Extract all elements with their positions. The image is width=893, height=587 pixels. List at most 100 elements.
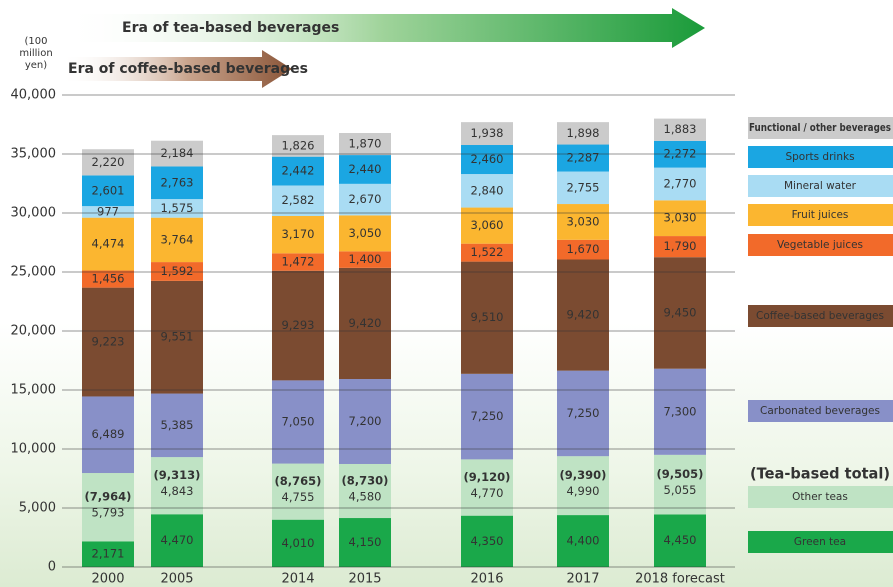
bar-segment [82, 217, 134, 271]
legend-swatch [748, 400, 893, 422]
y-tick-label: 10,000 [11, 442, 57, 457]
bar-segment [461, 174, 513, 208]
bar-segment [151, 217, 203, 263]
data-label: 1,592 [161, 264, 194, 278]
data-label: 6,489 [92, 427, 125, 441]
x-tick-label: 2000 [91, 572, 124, 587]
bar-segment [82, 270, 134, 288]
y-tick-label: 0 [48, 560, 56, 575]
tea-total-label: (8,765) [275, 474, 322, 488]
bar-segment [654, 368, 706, 455]
legend-label: Mineral water [784, 180, 857, 192]
data-label: 2,601 [92, 183, 125, 197]
bar-segment [557, 204, 609, 240]
data-label: 1,883 [664, 122, 697, 136]
bar-segment [151, 166, 203, 200]
data-label: 1,670 [567, 242, 600, 256]
annotation: Era of tea-based beverages [122, 20, 339, 36]
bar-segment [151, 457, 203, 515]
legend-label: Other teas [792, 491, 848, 503]
data-label: 1,826 [282, 138, 315, 152]
bar-segment [272, 156, 324, 186]
bar-segment [339, 463, 391, 519]
data-label: 2,582 [282, 193, 315, 207]
data-label: 3,764 [161, 232, 194, 246]
data-label: 2,460 [471, 152, 504, 166]
data-label: 3,030 [664, 211, 697, 225]
bar-segment [557, 515, 609, 567]
data-label: 2,770 [664, 176, 697, 190]
bar-segment [557, 171, 609, 205]
bar-segment [82, 541, 134, 567]
bar-segment [151, 393, 203, 458]
data-label: 2,440 [349, 162, 382, 176]
bar-segment [557, 259, 609, 371]
bar-segment [339, 518, 391, 567]
data-label: 5,385 [161, 418, 194, 432]
bar-segment [339, 251, 391, 268]
data-label: 1,400 [349, 252, 382, 266]
legend-swatch [748, 146, 893, 168]
y-tick-label: 40,000 [11, 88, 57, 103]
x-tick-label: 2017 [566, 572, 599, 587]
bar-segment [557, 456, 609, 516]
legend-label: (Tea-based total) [750, 465, 890, 483]
data-label: 9,450 [664, 305, 697, 319]
data-label: 9,510 [471, 310, 504, 324]
x-tick-label: 2015 [348, 572, 381, 587]
data-label: 3,030 [567, 214, 600, 228]
coffee-era-arrow [60, 50, 292, 88]
bar-segment [557, 144, 609, 172]
data-label: 2,171 [92, 547, 125, 561]
bar-segment [82, 149, 134, 176]
bar-segment [461, 373, 513, 460]
legend-label: Sports drinks [785, 151, 854, 163]
bar-segment [654, 257, 706, 369]
bar-segment [557, 370, 609, 457]
legend-swatch [748, 117, 893, 139]
bar-segment [461, 207, 513, 244]
tea-total-label: (9,120) [464, 470, 511, 484]
data-label: 2,272 [664, 147, 697, 161]
legend-label: Carbonated beverages [760, 405, 880, 417]
data-label: 7,300 [664, 404, 697, 418]
data-label: 1,938 [471, 126, 504, 140]
bar-segment [654, 514, 706, 567]
bar-segment [557, 122, 609, 145]
data-label: 5,055 [664, 483, 697, 497]
bar-segment [461, 145, 513, 175]
data-label: 2,220 [92, 155, 125, 169]
data-label: 4,770 [471, 486, 504, 500]
data-label: 4,843 [161, 484, 194, 498]
bar-segment [461, 459, 513, 516]
y-tick-label: 5,000 [19, 501, 56, 516]
bar-segment [339, 132, 391, 156]
data-label: 9,551 [161, 330, 194, 344]
data-label: 9,420 [349, 316, 382, 330]
tea-era-arrow [62, 8, 705, 48]
data-label: 3,060 [471, 218, 504, 232]
data-label: 2,442 [282, 164, 315, 178]
bar-segment [151, 514, 203, 567]
bar-segment [151, 280, 203, 394]
data-label: 4,470 [161, 533, 194, 547]
data-label: 3,170 [282, 227, 315, 241]
data-label: 1,898 [567, 126, 600, 140]
data-label: 2,287 [567, 151, 600, 165]
legend-swatch [748, 531, 893, 553]
data-label: 7,250 [567, 406, 600, 420]
bar-segment [461, 261, 513, 374]
bar-segment [339, 183, 391, 216]
bar-segment [339, 215, 391, 252]
bar-segment [461, 243, 513, 262]
bar-segment [339, 379, 391, 464]
bar-segment [272, 253, 324, 271]
tea-total-label: (9,313) [154, 468, 201, 482]
y-tick-label: 20,000 [11, 324, 57, 339]
data-label: 1,456 [92, 272, 125, 286]
bar-segment [461, 515, 513, 567]
bar-segment [82, 473, 134, 542]
bar-segment [151, 262, 203, 281]
x-tick-label: 2016 [470, 572, 503, 587]
